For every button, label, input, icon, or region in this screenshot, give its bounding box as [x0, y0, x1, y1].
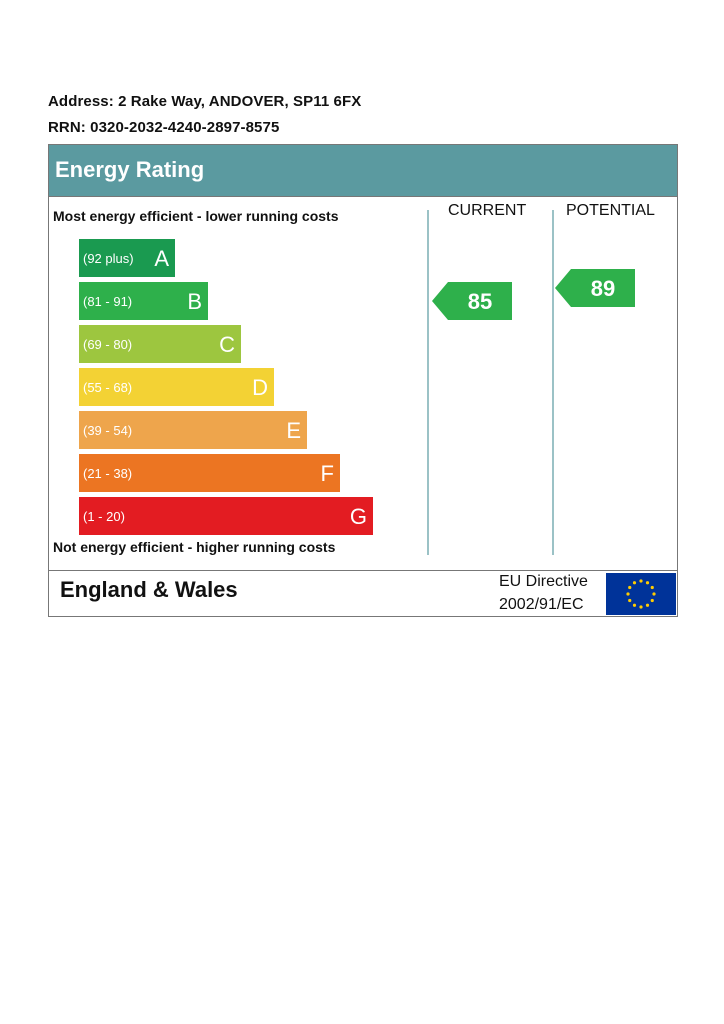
eu-flag-icon — [606, 573, 676, 615]
current-column-divider — [427, 210, 429, 555]
eu-star-icon — [628, 598, 632, 603]
region-label: England & Wales — [60, 577, 238, 602]
top-caption: Most energy efficient - lower running co… — [53, 208, 339, 224]
current-rating-arrow-shape — [432, 282, 512, 320]
eu-star-icon — [639, 579, 643, 583]
band-letter-label: D — [252, 375, 268, 400]
band-c: (69 - 80) C — [79, 325, 241, 363]
eu-star-icon — [632, 603, 637, 607]
band-bar-d — [79, 368, 274, 406]
potential-rating-arrow-value: 89 — [591, 276, 615, 301]
band-letter-label: B — [187, 289, 202, 314]
current-rating-arrow: 85 — [432, 282, 512, 320]
current-rating-arrow-value: 85 — [468, 289, 492, 314]
rating-title: Energy Rating — [55, 157, 205, 182]
band-d: (55 - 68) D — [79, 368, 274, 406]
band-range-label: (92 plus) — [83, 251, 134, 266]
potential-rating-arrow: 89 — [555, 269, 635, 307]
band-bar-c — [79, 325, 241, 363]
address: Address: 2 Rake Way, ANDOVER, SP11 6FX — [48, 93, 362, 110]
band-range-label: (55 - 68) — [83, 380, 132, 395]
band-range-label: (39 - 54) — [83, 423, 132, 438]
band-f: (21 - 38) F — [79, 454, 340, 492]
eu-star-icon — [650, 585, 654, 590]
eu-star-icon — [645, 581, 650, 585]
eu-star-icon — [645, 603, 650, 607]
band-letter-label: C — [219, 332, 235, 357]
bottom-caption: Not energy efficient - higher running co… — [53, 539, 336, 555]
band-range-label: (81 - 91) — [83, 294, 132, 309]
eu-star-icon — [639, 605, 643, 609]
current-column-header: CURRENT — [448, 202, 527, 219]
rrn: RRN: 0320-2032-4240-2897-8575 — [48, 119, 280, 136]
band-bar-a — [79, 239, 175, 277]
rating-header: Energy Rating — [49, 145, 677, 197]
eu-star-icon — [632, 581, 637, 585]
potential-column-header: POTENTIAL — [566, 202, 655, 219]
footer-divider — [49, 570, 677, 571]
band-bar-g — [79, 497, 373, 535]
eu-star-icon — [628, 585, 632, 590]
eu-directive-number: 2002/91/EC — [499, 596, 584, 613]
band-letter-label: G — [350, 504, 367, 529]
band-range-label: (69 - 80) — [83, 337, 132, 352]
band-b: (81 - 91) B — [79, 282, 208, 320]
energy-rating-chart: Energy Rating Most energy efficient - lo… — [48, 144, 678, 617]
eu-star-icon — [652, 592, 656, 596]
band-range-label: (21 - 38) — [83, 466, 132, 481]
band-bar-b — [79, 282, 208, 320]
rating-bars: (92 plus) A (81 - 91) B (69 - 80) C (55 - 68) D… — [79, 239, 635, 535]
potential-column-divider — [552, 210, 554, 555]
eu-star-icon — [626, 592, 630, 596]
band-letter-label: E — [286, 418, 301, 443]
band-a: (92 plus) A — [79, 239, 175, 277]
band-letter-label: A — [154, 246, 169, 271]
band-e: (39 - 54) E — [79, 411, 307, 449]
eu-directive-label: EU Directive — [499, 573, 588, 590]
band-letter-label: F — [321, 461, 334, 486]
eu-flag-field — [606, 573, 676, 615]
band-bar-f — [79, 454, 340, 492]
band-range-label: (1 - 20) — [83, 509, 125, 524]
potential-rating-arrow-shape — [555, 269, 635, 307]
band-g: (1 - 20) G — [79, 497, 373, 535]
eu-star-icon — [650, 598, 654, 603]
band-bar-e — [79, 411, 307, 449]
